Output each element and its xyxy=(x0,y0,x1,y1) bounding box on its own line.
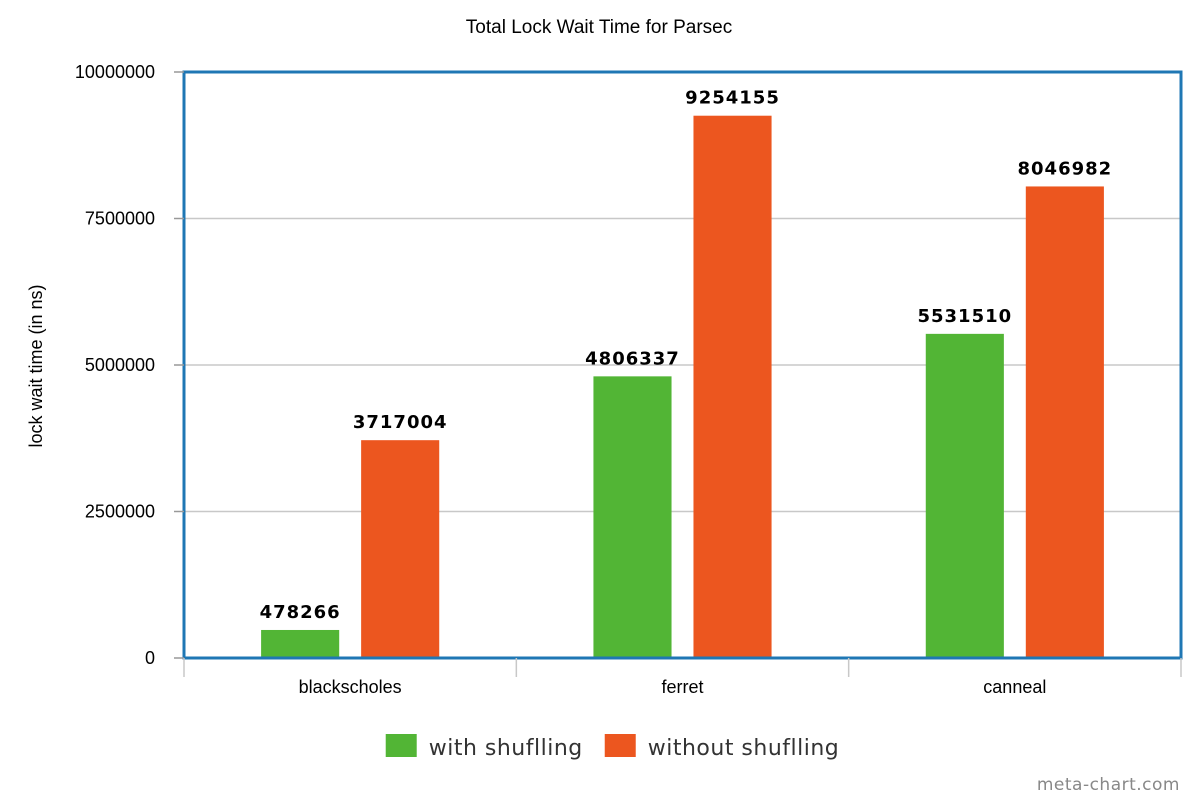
bar-value-label: 9254155 xyxy=(685,88,780,109)
legend-item: without shuflling xyxy=(604,734,840,761)
chart-title: Total Lock Wait Time for Parsec xyxy=(466,17,732,38)
y-tick-label: 5000000 xyxy=(85,355,155,375)
x-tick-label: ferret xyxy=(661,677,703,697)
y-tick-label: 0 xyxy=(145,648,155,668)
legend-swatch xyxy=(385,734,417,757)
legend: with shuflling without shuflling xyxy=(385,734,840,761)
bar-blackscholes-1 xyxy=(361,440,440,658)
y-tick-label: 7500000 xyxy=(85,209,155,229)
bar-value-label: 478266 xyxy=(260,602,341,623)
legend-label: without shuflling xyxy=(648,736,840,761)
bars xyxy=(261,115,1104,659)
y-tick-label: 10000000 xyxy=(75,62,155,82)
bar-blackscholes-0 xyxy=(261,629,340,658)
bar-ferret-1 xyxy=(693,115,772,658)
legend-label: with shuflling xyxy=(429,736,583,761)
x-axis-ticks: blackscholes ferret canneal xyxy=(183,658,1182,697)
bar-value-label: 3717004 xyxy=(353,412,448,433)
y-axis-ticks: 0 2500000 5000000 7500000 10000000 xyxy=(75,62,184,668)
bar-canneal-1 xyxy=(1025,186,1104,659)
bar-value-label: 8046982 xyxy=(1018,158,1113,179)
bar-value-label: 5531510 xyxy=(917,306,1012,327)
watermark: meta-chart.com xyxy=(1037,775,1180,795)
bar-ferret-0 xyxy=(593,376,672,658)
bar-value-label: 4806337 xyxy=(585,348,680,369)
legend-swatch xyxy=(604,734,636,757)
gridlines xyxy=(184,217,1181,513)
x-tick-label: canneal xyxy=(983,677,1046,697)
y-axis-label: lock wait time (in ns) xyxy=(26,284,46,447)
x-tick-label: blackscholes xyxy=(299,677,402,697)
bar-canneal-0 xyxy=(925,333,1004,658)
y-tick-label: 2500000 xyxy=(85,502,155,522)
legend-item: with shuflling xyxy=(385,734,583,761)
value-labels: 478266 3717004 4806337 9254155 5531510 804698… xyxy=(260,88,1113,623)
